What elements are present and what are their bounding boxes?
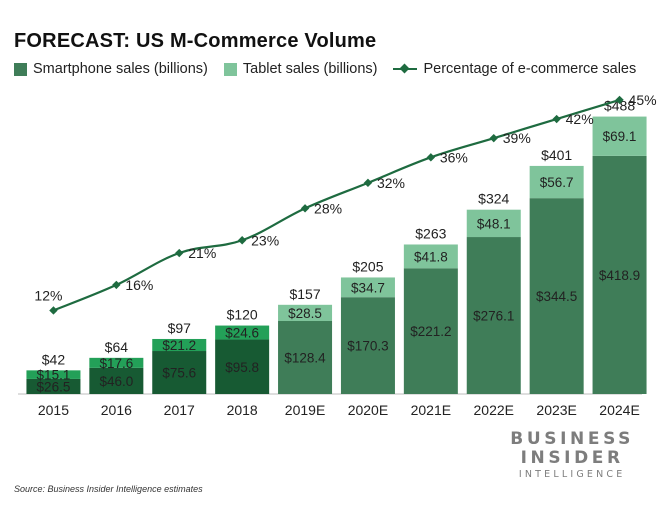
data-label-total: $263 — [415, 225, 446, 241]
legend-swatch-smartphone — [14, 62, 27, 76]
data-label-total: $64 — [105, 339, 129, 355]
legend-item-percentage: Percentage of e-commerce sales — [393, 61, 636, 77]
percentage-label: 21% — [188, 245, 216, 261]
data-label-smartphone: $128.4 — [284, 351, 326, 366]
data-label-tablet: $21.2 — [162, 338, 196, 353]
data-label-smartphone: $344.5 — [536, 289, 577, 304]
percentage-marker — [552, 114, 561, 124]
brand-line-1: BUSINESS — [510, 429, 634, 449]
data-label-total: $97 — [168, 320, 192, 336]
data-label-tablet: $41.8 — [414, 249, 448, 264]
bar-tablet — [26, 370, 81, 379]
bar-smartphone — [466, 237, 521, 394]
bar-smartphone — [278, 321, 333, 394]
data-label-tablet: $24.6 — [225, 326, 259, 341]
data-label-smartphone: $95.8 — [225, 360, 259, 375]
legend-line-marker-icon — [393, 62, 418, 76]
percentage-marker — [615, 95, 624, 105]
data-label-smartphone: $418.9 — [599, 268, 640, 283]
bar-smartphone — [26, 378, 81, 394]
x-tick-label: 2020E — [348, 402, 388, 418]
percentage-label: 28% — [314, 200, 342, 216]
legend-item-tablet: Tablet sales (billions) — [223, 61, 378, 77]
chart-title: FORECAST: US M-Commerce Volume — [14, 30, 377, 52]
x-tick-label: 2015 — [38, 402, 69, 418]
data-label-smartphone: $75.6 — [162, 366, 196, 381]
percentage-label: 45% — [629, 92, 657, 108]
data-label-smartphone: $276.1 — [473, 309, 514, 324]
x-tick-label: 2024E — [599, 402, 639, 418]
x-tick-label: 2019E — [285, 402, 325, 418]
x-tick-label: 2021E — [411, 402, 451, 418]
data-label-total: $120 — [227, 307, 258, 323]
percentage-marker — [237, 236, 247, 245]
bar-smartphone — [152, 351, 207, 394]
percentage-marker — [175, 248, 184, 258]
brand-line-3: INTELLIGENCE — [518, 469, 626, 480]
source-note: Source: Business Insider Intelligence es… — [14, 484, 203, 494]
percentage-marker — [112, 280, 121, 290]
bar-tablet — [278, 304, 333, 322]
bar-tablet — [215, 325, 270, 340]
percentage-label: 32% — [377, 175, 405, 191]
legend-item-smartphone: Smartphone sales (billions) — [14, 61, 208, 77]
data-label-tablet: $48.1 — [477, 216, 511, 231]
bar-smartphone — [340, 297, 395, 394]
data-label-total: $401 — [541, 147, 572, 163]
percentage-label: 39% — [503, 130, 531, 146]
percentage-label: 16% — [125, 277, 153, 293]
legend-label-smartphone: Smartphone sales (billions) — [33, 61, 208, 77]
bar-smartphone — [215, 339, 270, 394]
x-tick-label: 2016 — [101, 402, 132, 418]
data-label-smartphone: $221.2 — [410, 324, 451, 339]
percentage-label: 12% — [34, 287, 62, 303]
percentage-marker — [363, 178, 373, 188]
bar-smartphone — [592, 155, 647, 394]
bar-smartphone — [529, 198, 584, 394]
data-label-tablet: $56.7 — [540, 175, 574, 190]
data-label-smartphone: $46.0 — [99, 374, 133, 389]
legend-label-percentage: Percentage of e-commerce sales — [423, 61, 637, 77]
bar-tablet — [152, 338, 207, 352]
data-label-total: $42 — [42, 351, 66, 367]
percentage-marker — [49, 306, 58, 315]
data-label-tablet: $34.7 — [351, 280, 385, 295]
bar-tablet — [529, 165, 584, 199]
bar-smartphone — [89, 367, 144, 394]
percentage-label: 36% — [440, 149, 468, 165]
bar-tablet — [340, 277, 395, 298]
brand-logo: BUSINESS INSIDER INTELLIGENCE — [510, 430, 634, 481]
percentage-label: 42% — [566, 111, 594, 127]
x-tick-label: 2017 — [164, 402, 195, 418]
data-label-tablet: $28.5 — [288, 306, 322, 321]
chart-legend: Smartphone sales (billions) Tablet sales… — [14, 61, 660, 77]
bar-tablet — [592, 116, 647, 156]
bar-smartphone — [403, 268, 458, 394]
data-label-total: $205 — [352, 258, 383, 274]
data-label-smartphone: $26.5 — [37, 379, 71, 394]
data-label-tablet: $17.6 — [99, 356, 133, 371]
data-label-smartphone: $170.3 — [347, 339, 388, 354]
percentage-marker — [489, 133, 498, 143]
x-tick-label: 2023E — [536, 402, 576, 418]
percentage-marker — [300, 204, 310, 213]
data-label-tablet: $15.1 — [37, 368, 71, 383]
legend-label-tablet: Tablet sales (billions) — [242, 61, 378, 77]
brand-line-2: INSIDER — [520, 448, 624, 468]
data-label-tablet: $69.1 — [603, 129, 637, 144]
legend-swatch-tablet — [223, 62, 237, 76]
percentage-label: 23% — [251, 232, 279, 248]
data-label-total: $157 — [289, 286, 320, 302]
bar-tablet — [403, 244, 458, 269]
data-label-total: $324 — [478, 191, 509, 207]
bar-tablet — [466, 209, 521, 238]
percentage-line — [53, 98, 620, 312]
x-tick-label: 2018 — [227, 402, 258, 418]
percentage-marker — [426, 153, 436, 162]
x-tick-label: 2022E — [474, 402, 514, 418]
bar-tablet — [89, 357, 144, 368]
